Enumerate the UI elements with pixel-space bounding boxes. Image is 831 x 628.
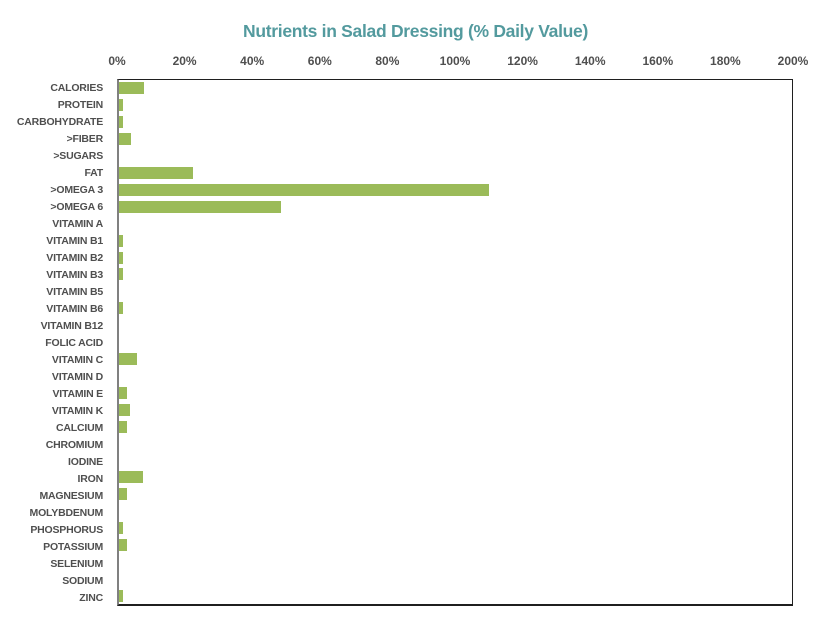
bar xyxy=(119,589,124,602)
bar-row xyxy=(119,131,792,148)
category-label: VITAMIN C xyxy=(51,353,103,366)
category-label: IRON xyxy=(77,472,104,485)
x-tick-label: 140% xyxy=(574,54,606,68)
bar xyxy=(119,82,145,95)
x-tick-label: 180% xyxy=(710,54,741,68)
chart-title: Nutrients in Salad Dressing (% Daily Val… xyxy=(243,21,588,41)
bar xyxy=(119,99,124,112)
bar-row xyxy=(119,215,792,232)
category-label: SODIUM xyxy=(62,574,103,587)
bar-row xyxy=(119,469,792,486)
x-tick-label: 40% xyxy=(240,54,265,68)
category-label: FOLIC ACID xyxy=(45,336,103,349)
x-tick-label: 120% xyxy=(507,54,538,68)
bar-row xyxy=(119,520,792,537)
category-label: PHOSPHORUS xyxy=(30,523,103,536)
category-label: PROTEIN xyxy=(57,98,103,111)
category-label: VITAMIN B12 xyxy=(40,319,104,332)
bar-row xyxy=(119,334,792,351)
category-label: VITAMIN B5 xyxy=(46,285,103,298)
category-label: MAGNESIUM xyxy=(39,489,103,502)
category-label: VITAMIN A xyxy=(52,217,103,230)
category-label: ZINC xyxy=(79,591,103,604)
category-label: MOLYBDENUM xyxy=(29,506,104,519)
bar xyxy=(119,116,124,129)
category-label: >SUGARS xyxy=(53,149,103,162)
category-label: VITAMIN E xyxy=(52,387,103,400)
bar-row xyxy=(119,536,792,553)
bar-row xyxy=(119,503,792,520)
bar xyxy=(119,183,490,196)
bar-row xyxy=(119,587,792,604)
plot-area xyxy=(117,79,793,606)
bar-row xyxy=(119,97,792,114)
bar xyxy=(119,200,281,213)
bar-row xyxy=(119,317,792,334)
category-label: CHROMIUM xyxy=(45,438,104,451)
bar-row xyxy=(119,181,792,198)
bar-row xyxy=(119,452,792,469)
category-label: POTASSIUM xyxy=(43,540,103,553)
bar-row xyxy=(119,148,792,165)
bar-row xyxy=(119,165,792,182)
bar-row xyxy=(119,418,792,435)
category-label: VITAMIN D xyxy=(51,370,103,383)
category-label: VITAMIN B3 xyxy=(46,268,103,281)
bar-row xyxy=(119,553,792,570)
bar xyxy=(119,538,128,551)
x-tick-label: 60% xyxy=(307,54,332,68)
bar xyxy=(119,133,131,146)
bar-row xyxy=(119,266,792,283)
bar xyxy=(119,403,130,416)
bar-row xyxy=(119,367,792,384)
bar xyxy=(119,302,124,315)
bar-row xyxy=(119,570,792,587)
bar-row xyxy=(119,80,792,97)
x-tick-label: 80% xyxy=(375,54,400,68)
bar-row xyxy=(119,114,792,131)
category-label: IODINE xyxy=(68,455,103,468)
category-label: VITAMIN B6 xyxy=(46,302,103,315)
bar-row xyxy=(119,300,792,317)
category-label: VITAMIN B2 xyxy=(46,251,103,264)
bar-row xyxy=(119,486,792,503)
category-label: >OMEGA 3 xyxy=(50,183,103,196)
category-label: >FIBER xyxy=(66,132,104,145)
bar xyxy=(119,471,144,484)
bar-row xyxy=(119,198,792,215)
bar xyxy=(119,386,127,399)
bar xyxy=(119,268,124,281)
bar xyxy=(119,420,128,433)
bar-row xyxy=(119,384,792,401)
x-tick-label: 100% xyxy=(439,54,471,68)
bar xyxy=(119,251,124,264)
category-label: CARBOHYDRATE xyxy=(16,115,103,128)
x-tick-label: 200% xyxy=(777,54,809,68)
bar-row xyxy=(119,351,792,368)
category-label: CALCIUM xyxy=(55,421,103,434)
category-label: FAT xyxy=(84,166,104,179)
bar-row xyxy=(119,401,792,418)
bar xyxy=(119,166,194,179)
x-tick-label: 20% xyxy=(172,54,197,68)
bar-row xyxy=(119,232,792,249)
x-tick-label: 160% xyxy=(642,54,674,68)
category-label: >OMEGA 6 xyxy=(50,200,103,213)
bar-row xyxy=(119,435,792,452)
category-label: CALORIES xyxy=(50,81,103,94)
x-tick-label: 0% xyxy=(108,54,126,68)
category-label: VITAMIN K xyxy=(51,404,103,417)
bar-row xyxy=(119,283,792,300)
category-label: SELENIUM xyxy=(50,557,103,570)
x-axis-ticks: 0% 20% 40% 60% 80% 100% 120% 140% 160% 180% 200% xyxy=(108,54,808,70)
bar xyxy=(119,488,128,501)
category-label: VITAMIN B1 xyxy=(46,234,103,247)
bar xyxy=(119,522,124,535)
bar xyxy=(119,234,124,247)
bar xyxy=(119,352,137,365)
y-axis-category-labels: CALORIES PROTEIN CARBOHYDRATE >FIBER >SUGARS… xyxy=(0,79,110,606)
bar-row xyxy=(119,249,792,266)
